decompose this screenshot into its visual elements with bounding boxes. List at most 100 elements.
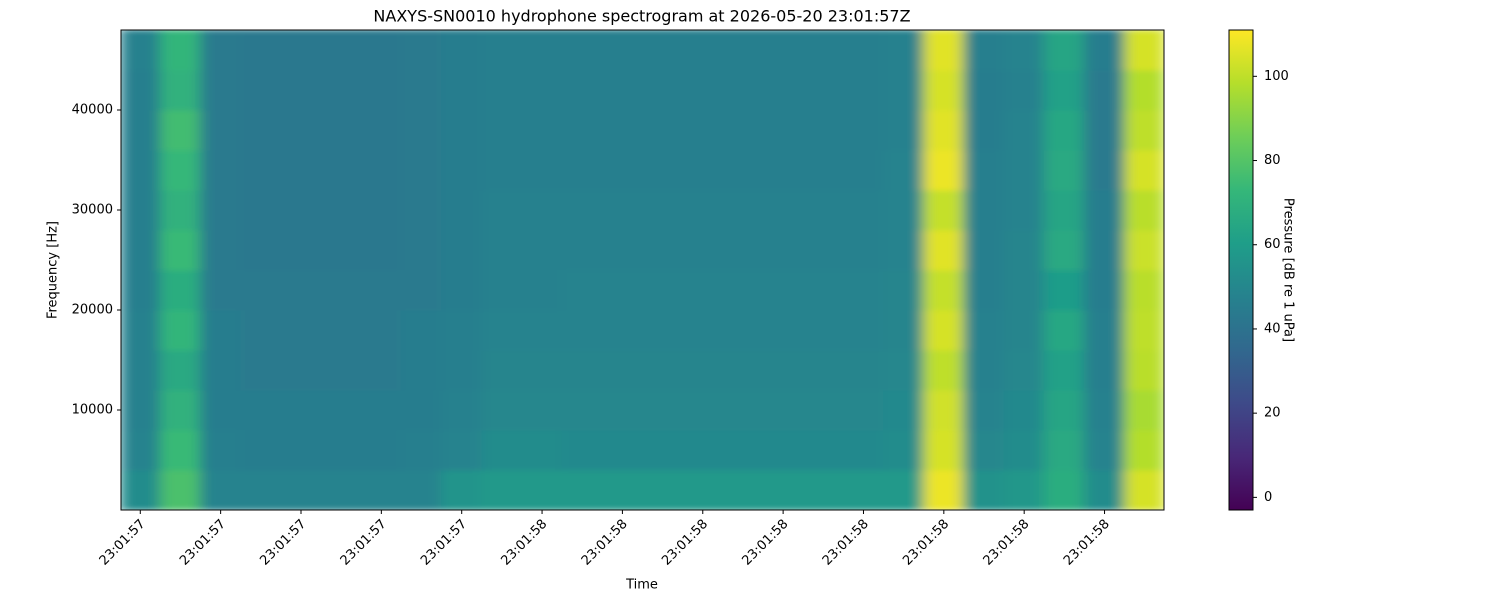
heatmap-cell — [883, 229, 925, 271]
heatmap-cell — [1083, 269, 1126, 311]
heatmap-cell — [360, 469, 402, 510]
heatmap-cell — [1003, 269, 1045, 311]
heatmap-cell — [642, 189, 684, 231]
heatmap-cell — [1043, 69, 1085, 111]
heatmap-cell — [481, 469, 523, 510]
heatmap-cell — [121, 469, 161, 510]
heatmap-cell — [320, 149, 362, 191]
heatmap-cell — [159, 189, 202, 231]
heatmap-cell — [642, 429, 684, 471]
heatmap-cell — [240, 389, 282, 431]
heatmap-cells — [121, 30, 1164, 510]
heatmap-cell — [1003, 349, 1045, 391]
heatmap-cell — [1083, 189, 1126, 231]
heatmap-cell — [320, 109, 362, 151]
heatmap-cell — [280, 109, 322, 151]
heatmap-cell — [1124, 189, 1164, 231]
heatmap-cell — [762, 389, 804, 431]
heatmap-cell — [963, 30, 1005, 71]
heatmap-cell — [682, 349, 724, 391]
heatmap-cell — [280, 149, 322, 191]
heatmap-cell — [159, 349, 202, 391]
heatmap-cell — [400, 269, 443, 311]
heatmap-cell — [320, 269, 362, 311]
heatmap-cell — [642, 389, 684, 431]
heatmap-cell — [159, 429, 202, 471]
heatmap-cell — [842, 469, 885, 510]
heatmap-cell — [682, 109, 724, 151]
heatmap-cell — [601, 109, 643, 151]
heatmap-cell — [1003, 229, 1045, 271]
heatmap-cell — [883, 469, 925, 510]
heatmap-cell — [601, 229, 643, 271]
heatmap-cell — [963, 429, 1005, 471]
heatmap-cell — [159, 309, 202, 351]
heatmap-cell — [923, 69, 965, 111]
x-tick-label: 23:01:58 — [820, 517, 872, 569]
heatmap-cell — [1043, 109, 1085, 151]
heatmap-cell — [601, 149, 643, 191]
plot-frame — [120, 29, 1165, 511]
heatmap-cell — [521, 30, 563, 71]
heatmap-cell — [923, 389, 965, 431]
heatmap-cell — [1003, 30, 1045, 71]
heatmap-cell — [280, 30, 322, 71]
heatmap-cell — [1003, 109, 1045, 151]
heatmap-cell — [561, 69, 603, 111]
heatmap-cell — [159, 469, 202, 510]
heatmap-cell — [561, 30, 603, 71]
heatmap-cell — [121, 189, 161, 231]
heatmap-cell — [682, 429, 724, 471]
heatmap-cell — [481, 429, 523, 471]
y-axis-label: Frequency [Hz] — [46, 221, 61, 319]
heatmap-cell — [481, 69, 523, 111]
heatmap-cell — [121, 389, 161, 431]
heatmap-cell — [481, 309, 523, 351]
heatmap-cell — [121, 69, 161, 111]
heatmap-cell — [682, 229, 724, 271]
heatmap-cell — [200, 469, 242, 510]
heatmap-cell — [360, 429, 402, 471]
heatmap-cell — [963, 69, 1005, 111]
heatmap-cell — [159, 69, 202, 111]
heatmap-cell — [682, 189, 724, 231]
heatmap-cell — [561, 229, 603, 271]
heatmap-cell — [481, 229, 523, 271]
heatmap-cell — [762, 69, 804, 111]
heatmap-cell — [842, 269, 885, 311]
heatmap-cell — [400, 149, 443, 191]
heatmap-cell — [642, 149, 684, 191]
heatmap-cell — [802, 189, 844, 231]
heatmap-cell — [963, 189, 1005, 231]
heatmap-cell — [240, 189, 282, 231]
heatmap-cell — [561, 469, 603, 510]
heatmap-cell — [682, 149, 724, 191]
heatmap-cell — [842, 349, 885, 391]
heatmap-cell — [400, 309, 443, 351]
heatmap-cell — [923, 229, 965, 271]
heatmap-cell — [1043, 269, 1085, 311]
colorbar — [1228, 29, 1254, 511]
heatmap-cell — [642, 269, 684, 311]
heatmap-cell — [561, 189, 603, 231]
heatmap-cell — [802, 349, 844, 391]
heatmap-cell — [521, 149, 563, 191]
heatmap-cell — [601, 69, 643, 111]
heatmap-cell — [923, 189, 965, 231]
heatmap-cell — [963, 269, 1005, 311]
heatmap-cell — [159, 389, 202, 431]
heatmap-cell — [240, 349, 282, 391]
heatmap-cell — [1003, 149, 1045, 191]
heatmap-cell — [159, 109, 202, 151]
heatmap-cell — [963, 149, 1005, 191]
heatmap-cell — [883, 269, 925, 311]
heatmap-cell — [802, 30, 844, 71]
heatmap-cell — [682, 389, 724, 431]
heatmap-cell — [200, 149, 242, 191]
heatmap-cell — [682, 269, 724, 311]
heatmap-cell — [360, 149, 402, 191]
heatmap-cell — [722, 149, 764, 191]
heatmap-cell — [923, 429, 965, 471]
heatmap-cell — [441, 189, 483, 231]
heatmap-cell — [963, 309, 1005, 351]
